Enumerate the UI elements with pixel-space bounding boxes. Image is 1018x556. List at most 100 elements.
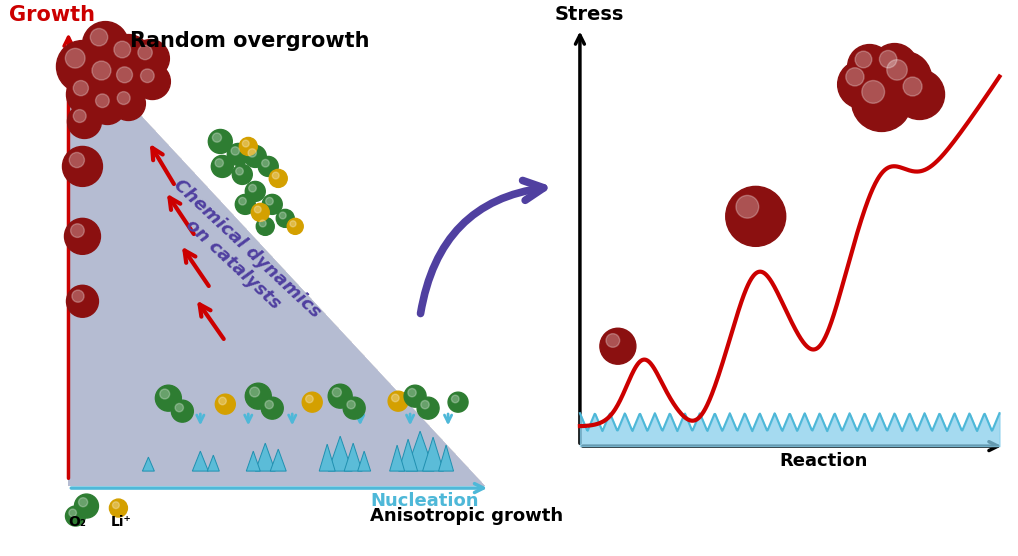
Polygon shape: [68, 37, 485, 486]
Circle shape: [257, 217, 274, 235]
Circle shape: [236, 167, 243, 175]
Circle shape: [216, 394, 235, 414]
Circle shape: [262, 160, 269, 167]
Circle shape: [290, 221, 296, 227]
Polygon shape: [357, 451, 371, 471]
Text: Anisotropic growth: Anisotropic growth: [371, 507, 563, 525]
Circle shape: [235, 195, 256, 215]
Circle shape: [302, 392, 323, 412]
Circle shape: [343, 397, 365, 419]
Circle shape: [140, 69, 154, 83]
Circle shape: [254, 206, 262, 213]
Circle shape: [65, 48, 86, 68]
Circle shape: [114, 41, 130, 58]
Circle shape: [880, 51, 897, 68]
Polygon shape: [406, 431, 434, 471]
Polygon shape: [68, 37, 485, 486]
Polygon shape: [68, 37, 485, 486]
Polygon shape: [328, 436, 352, 471]
Polygon shape: [208, 455, 219, 471]
Circle shape: [73, 81, 89, 96]
Circle shape: [878, 52, 931, 106]
Polygon shape: [68, 37, 485, 486]
Circle shape: [244, 146, 267, 167]
Circle shape: [245, 181, 266, 201]
Polygon shape: [68, 37, 485, 486]
Polygon shape: [422, 437, 444, 471]
Circle shape: [111, 87, 146, 121]
Circle shape: [846, 68, 864, 86]
Circle shape: [726, 186, 786, 246]
Polygon shape: [68, 37, 485, 486]
Circle shape: [862, 81, 885, 103]
Circle shape: [266, 197, 273, 205]
Circle shape: [131, 39, 169, 77]
Polygon shape: [246, 451, 261, 471]
Circle shape: [305, 395, 314, 403]
Circle shape: [117, 67, 132, 83]
Circle shape: [227, 143, 249, 166]
Circle shape: [64, 219, 101, 254]
Text: Nucleation: Nucleation: [371, 492, 478, 510]
Circle shape: [852, 72, 911, 131]
Circle shape: [109, 499, 127, 517]
Text: Random overgrowth: Random overgrowth: [130, 31, 370, 51]
Circle shape: [262, 397, 283, 419]
Circle shape: [231, 147, 239, 155]
Circle shape: [417, 397, 439, 419]
Polygon shape: [68, 37, 485, 486]
Circle shape: [56, 41, 109, 92]
Circle shape: [91, 28, 108, 46]
Circle shape: [238, 197, 246, 205]
Polygon shape: [68, 37, 485, 486]
Polygon shape: [68, 37, 485, 486]
Text: Chemical dynamics
on catalysts: Chemical dynamics on catalysts: [156, 176, 325, 337]
Circle shape: [848, 44, 892, 88]
Circle shape: [137, 45, 153, 59]
Circle shape: [107, 34, 151, 78]
Circle shape: [160, 389, 170, 399]
Polygon shape: [270, 449, 286, 471]
Circle shape: [451, 395, 459, 403]
Polygon shape: [68, 37, 485, 486]
Circle shape: [259, 156, 278, 176]
Circle shape: [69, 152, 84, 167]
Circle shape: [72, 290, 84, 302]
Circle shape: [248, 149, 257, 157]
Polygon shape: [68, 37, 485, 486]
Polygon shape: [439, 445, 454, 471]
Circle shape: [171, 400, 193, 422]
Polygon shape: [68, 37, 485, 486]
Polygon shape: [390, 445, 404, 471]
Circle shape: [600, 328, 636, 364]
Text: Stress: Stress: [555, 4, 624, 23]
Text: Li⁺: Li⁺: [110, 515, 131, 529]
Circle shape: [175, 404, 183, 412]
Circle shape: [265, 400, 274, 409]
Circle shape: [212, 156, 233, 177]
Polygon shape: [68, 37, 485, 486]
Circle shape: [69, 509, 76, 517]
Polygon shape: [68, 37, 485, 486]
Circle shape: [245, 383, 271, 409]
Circle shape: [239, 137, 258, 156]
Circle shape: [903, 77, 922, 96]
Circle shape: [249, 387, 260, 397]
Circle shape: [347, 400, 355, 409]
Circle shape: [606, 334, 620, 348]
Polygon shape: [68, 37, 485, 486]
Circle shape: [215, 158, 223, 167]
Circle shape: [263, 195, 282, 215]
Circle shape: [736, 195, 758, 218]
Circle shape: [887, 59, 907, 80]
Circle shape: [83, 53, 133, 103]
Circle shape: [404, 385, 427, 407]
Circle shape: [66, 75, 107, 115]
Circle shape: [62, 146, 103, 186]
Polygon shape: [68, 37, 485, 486]
Text: Reaction: Reaction: [780, 452, 868, 470]
Circle shape: [96, 94, 109, 107]
Circle shape: [65, 506, 86, 526]
Circle shape: [388, 391, 408, 411]
Circle shape: [78, 498, 88, 507]
